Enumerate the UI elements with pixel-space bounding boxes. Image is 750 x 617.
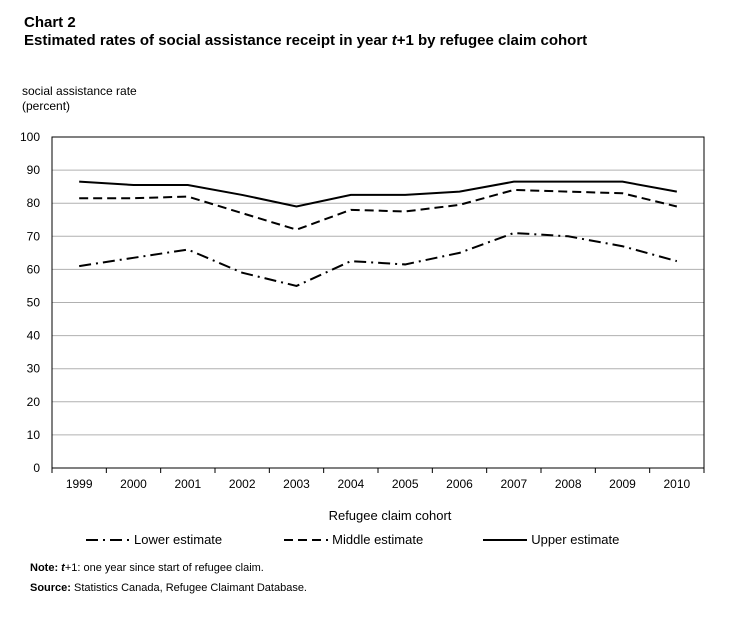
legend-item: Middle estimate xyxy=(284,532,423,547)
x-tick-label: 2004 xyxy=(337,477,364,491)
line-chart: 0 10 20 30 40 50 60 70 80 90 100 1999 2000 2001 2002 20… xyxy=(20,130,705,523)
y-tick-label: 0 xyxy=(33,461,40,475)
x-axis-title: Refugee claim cohort xyxy=(329,508,452,523)
x-tick-label: 2002 xyxy=(229,477,256,491)
y-tick-label: 40 xyxy=(27,329,41,343)
x-tick-label: 2005 xyxy=(392,477,419,491)
x-tick-label: 2007 xyxy=(500,477,527,491)
y-tick-label: 100 xyxy=(20,130,40,144)
y-tick-label: 90 xyxy=(27,163,41,177)
legend-item: Upper estimate xyxy=(483,532,619,547)
x-tick-label: 1999 xyxy=(66,477,93,491)
x-tick-label: 2009 xyxy=(609,477,636,491)
source-line: Source: Statistics Canada, Refugee Claim… xyxy=(30,582,307,594)
series-line-upper-estimate xyxy=(79,180,678,208)
series-line-lower-estimate xyxy=(79,231,678,288)
legend-label: Lower estimate xyxy=(134,532,223,547)
title-block: Chart 2 Estimated rates of social assist… xyxy=(24,14,624,50)
x-tick-label: 2003 xyxy=(283,477,310,491)
legend-swatch xyxy=(86,538,130,541)
y-tick-label: 20 xyxy=(27,395,41,409)
y-tick-label: 70 xyxy=(27,229,41,243)
series-line-middle-estimate xyxy=(79,188,678,231)
x-tick-label: 2006 xyxy=(446,477,473,491)
x-tick-label: 2008 xyxy=(555,477,582,491)
legend-swatch xyxy=(483,538,528,541)
x-tick-label: 2000 xyxy=(120,477,147,491)
legend-item: Lower estimate xyxy=(86,532,222,547)
legend-label: Middle estimate xyxy=(332,532,424,547)
chart-number: Chart 2 xyxy=(24,14,76,31)
chart-title: Estimated rates of social assistance rec… xyxy=(24,32,588,49)
y-tick-label: 30 xyxy=(27,362,41,376)
y-tick-label: 80 xyxy=(27,196,41,210)
y-tick-label: 60 xyxy=(27,262,41,276)
legend-swatch xyxy=(284,538,329,541)
legend-label: Upper estimate xyxy=(531,532,620,547)
y-tick-label: 50 xyxy=(27,296,41,310)
legend: Lower estimate Middle estimate Upper estim… xyxy=(86,532,619,547)
y-axis-label: social assistance rate (percent) xyxy=(22,84,137,113)
y-tick-label: 10 xyxy=(27,428,41,442)
x-tick-label: 2001 xyxy=(174,477,201,491)
notes: Note: t+1: one year since start of refug… xyxy=(30,558,307,598)
x-tick-label: 2010 xyxy=(663,477,690,491)
note-line: Note: t+1: one year since start of refug… xyxy=(30,562,264,574)
